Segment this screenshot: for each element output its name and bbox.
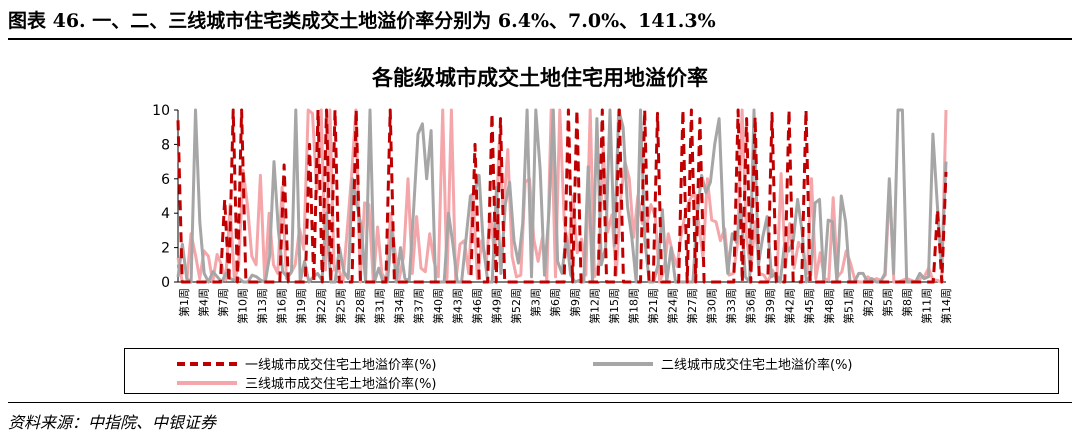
y-tick-label: 6 [161, 172, 170, 188]
series-line-3 [176, 108, 948, 284]
legend-swatch-tier1 [177, 361, 237, 366]
x-tick-label: 第8周 [900, 288, 914, 317]
x-tick-label: 第2周 [861, 288, 875, 317]
y-tick-label: 2 [161, 241, 170, 257]
footer-rule [8, 402, 1072, 403]
legend-label-tier2: 二线城市成交住宅土地溢价率(%) [661, 358, 853, 373]
x-tick-label: 第14周 [939, 288, 953, 324]
legend-swatch-tier3 [177, 380, 237, 385]
x-tick-label: 第31周 [372, 288, 386, 324]
x-tick-label: 第40周 [431, 288, 445, 324]
x-tick-label: 第6周 [548, 288, 562, 317]
chart-title: 各能级城市成交土地住宅用地溢价率 [372, 66, 708, 90]
x-tick-label: 第39周 [763, 288, 777, 324]
source-note: 资料来源：中指院、中银证券 [8, 413, 217, 432]
x-tick-label: 第15周 [607, 288, 621, 324]
series-line-1 [176, 108, 948, 284]
legend-swatch-tier2 [593, 361, 653, 366]
x-tick-label: 第24周 [665, 288, 679, 324]
y-tick-label: 0 [161, 275, 170, 291]
y-tick-label: 8 [161, 137, 170, 153]
x-tick-label: 第16周 [275, 288, 289, 324]
x-tick-label: 第11周 [919, 288, 933, 324]
x-tick-label: 第48周 [822, 288, 836, 324]
x-tick-label: 第28周 [353, 288, 367, 324]
x-tick-label: 第13周 [255, 288, 269, 324]
x-tick-label: 第4周 [197, 288, 211, 317]
x-tick-label: 第27周 [685, 288, 699, 324]
legend-label-tier1: 一线城市成交住宅土地溢价率(%) [245, 358, 437, 373]
x-tick-label: 第18周 [626, 288, 640, 324]
y-tick-label: 4 [161, 206, 170, 222]
x-tick-label: 第25周 [333, 288, 347, 324]
x-tick-label: 第52周 [509, 288, 523, 324]
x-tick-label: 第30周 [705, 288, 719, 324]
x-tick-label: 第46周 [470, 288, 484, 324]
legend-item-tier3: 三线城市成交住宅土地溢价率(%) [177, 373, 437, 392]
x-tick-label: 第12周 [587, 288, 601, 324]
x-tick-label: 第19周 [294, 288, 308, 324]
legend-item-tier1: 一线城市成交住宅土地溢价率(%) [177, 354, 437, 373]
x-tick-label: 第9周 [568, 288, 582, 317]
x-tick-label: 第21周 [646, 288, 660, 324]
x-tick-label: 第10周 [236, 288, 250, 324]
x-tick-label: 第49周 [490, 288, 504, 324]
x-tick-label: 第5周 [880, 288, 894, 317]
x-tick-labels: 第1周 第4周 第7周 第10周 第13周 第16周 第19周 第22周 第25周 第28周 第31… [177, 288, 953, 324]
header-rule [8, 38, 1072, 40]
y-tick-label: 10 [152, 103, 170, 119]
x-tick-label: 第37周 [411, 288, 425, 324]
x-tick-label: 第1周 [177, 288, 191, 317]
x-tick-label: 第43周 [451, 288, 465, 324]
x-tick-label: 第34周 [392, 288, 406, 324]
legend-item-tier2: 二线城市成交住宅土地溢价率(%) [593, 354, 853, 373]
x-tick-label: 第36周 [744, 288, 758, 324]
x-tick-label: 第7周 [216, 288, 230, 317]
chart-legend: 一线城市成交住宅土地溢价率(%) 二线城市成交住宅土地溢价率(%) 三线城市成交… [124, 348, 1059, 394]
figure-title: 图表 46. 一、二、三线城市住宅类成交土地溢价率分别为 6.4%、7.0%、1… [8, 10, 716, 32]
x-tick-label: 第33周 [724, 288, 738, 324]
x-tick-label: 第3周 [529, 288, 543, 317]
x-tick-label: 第51周 [841, 288, 855, 324]
chart-series [176, 108, 948, 284]
x-tick-label: 第45周 [802, 288, 816, 324]
x-tick-label: 第42周 [783, 288, 797, 324]
legend-label-tier3: 三线城市成交住宅土地溢价率(%) [245, 377, 437, 392]
x-tick-label: 第22周 [314, 288, 328, 324]
